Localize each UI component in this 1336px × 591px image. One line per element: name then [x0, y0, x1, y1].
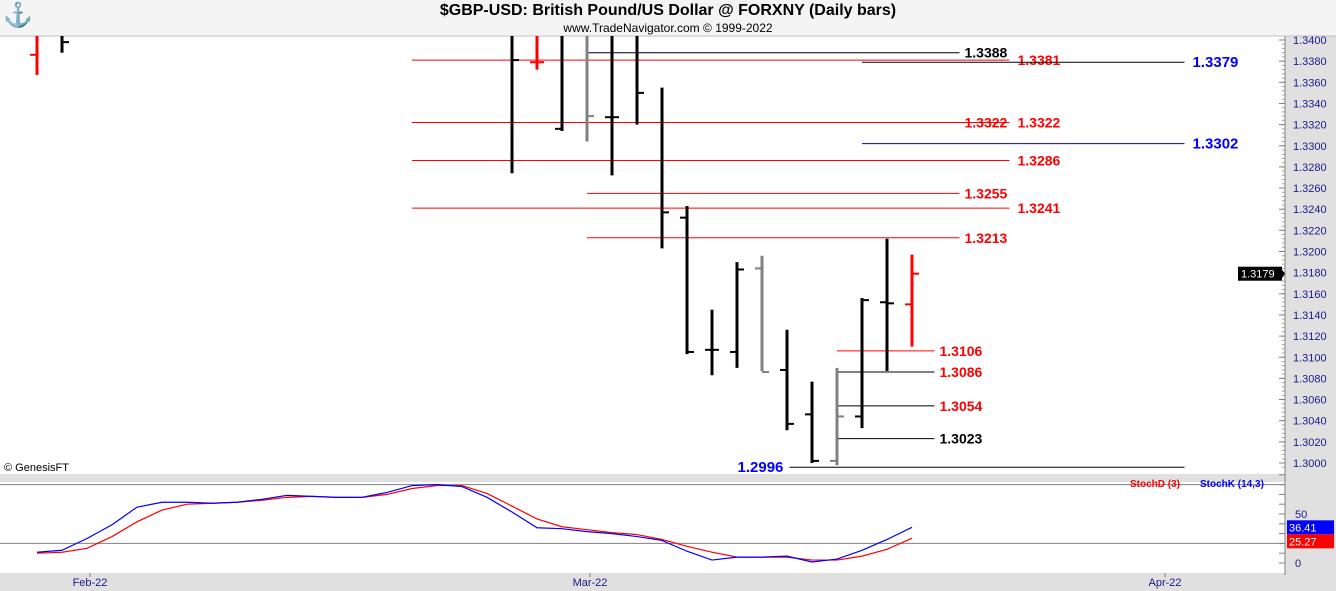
stoch-tick-label: 0	[1295, 558, 1301, 570]
price-tick-label: 1.3360	[1293, 77, 1327, 89]
last-price-label: 1.3179	[1241, 269, 1275, 281]
level-label: 1.3388	[965, 45, 1008, 61]
level-label: 1.3106	[940, 343, 983, 359]
level-label: 1.3241	[1018, 200, 1061, 216]
level-label: 1.3302	[1193, 136, 1239, 153]
level-label: 1.3086	[940, 364, 983, 380]
chart-subtitle: www.TradeNavigator.com © 1999-2022	[563, 21, 773, 35]
price-tick-label: 1.3100	[1293, 352, 1327, 364]
level-label: 1.3054	[940, 398, 983, 414]
price-tick-label: 1.3320	[1293, 120, 1327, 132]
price-tick-label: 1.3160	[1293, 289, 1327, 301]
date-label: Feb-22	[73, 577, 108, 589]
level-label: 1.3381	[1018, 52, 1061, 68]
price-tick-label: 1.3120	[1293, 331, 1327, 343]
price-tick-label: 1.3280	[1293, 162, 1327, 174]
date-label: Mar-22	[573, 577, 608, 589]
copyright-label: © GenesisFT	[4, 462, 69, 474]
level-label: 1.3379	[1193, 54, 1239, 71]
header-band	[0, 0, 1336, 36]
stoch-value-badge	[1287, 520, 1334, 535]
price-tick-label: 1.3340	[1293, 98, 1327, 110]
date-axis-band	[0, 573, 1285, 591]
price-tick-label: 1.3080	[1293, 373, 1327, 385]
last-price-pointer-icon	[1282, 269, 1285, 278]
legend-stochd: StochD (3)	[1130, 479, 1180, 490]
level-label: 1.2996	[738, 459, 784, 476]
date-label: Apr-22	[1148, 577, 1181, 589]
price-tick-label: 1.3300	[1293, 141, 1327, 153]
price-tick-label: 1.3400	[1293, 35, 1327, 47]
price-tick-label: 1.3200	[1293, 247, 1327, 259]
last-price-badge	[1238, 266, 1282, 281]
price-axis-band	[1285, 36, 1336, 591]
stoch-line-k	[36, 483, 913, 563]
chart-title: $GBP-USD: British Pound/US Dollar @ FORX…	[439, 2, 897, 19]
stoch-tick-label: 50	[1295, 509, 1307, 521]
stoch-value-badge	[1287, 534, 1334, 549]
price-tick-label: 1.3380	[1293, 56, 1327, 68]
trade-navigator-logo-icon: ⚓	[3, 2, 33, 29]
level-label: 1.3213	[965, 230, 1008, 246]
stoch-value-label: 25.27	[1289, 536, 1317, 548]
price-tick-label: 1.3000	[1293, 458, 1327, 470]
level-label: 1.3255	[965, 185, 1008, 201]
legend-stochk: StochK (14,3)	[1200, 479, 1264, 490]
price-tick-label: 1.3180	[1293, 268, 1327, 280]
price-tick-label: 1.3240	[1293, 204, 1327, 216]
price-tick-label: 1.3220	[1293, 225, 1327, 237]
level-label: 1.3286	[1018, 153, 1061, 169]
stoch-value-label: 36.41	[1289, 522, 1317, 534]
stoch-line-d	[36, 484, 913, 561]
panel-separator	[0, 474, 1285, 482]
level-label: 1.3322	[1018, 114, 1061, 130]
level-label: 1.3023	[940, 431, 983, 447]
price-tick-label: 1.3020	[1293, 437, 1327, 449]
price-tick-label: 1.3140	[1293, 310, 1327, 322]
price-tick-label: 1.3040	[1293, 416, 1327, 428]
price-tick-label: 1.3260	[1293, 183, 1327, 195]
price-tick-label: 1.3060	[1293, 395, 1327, 407]
